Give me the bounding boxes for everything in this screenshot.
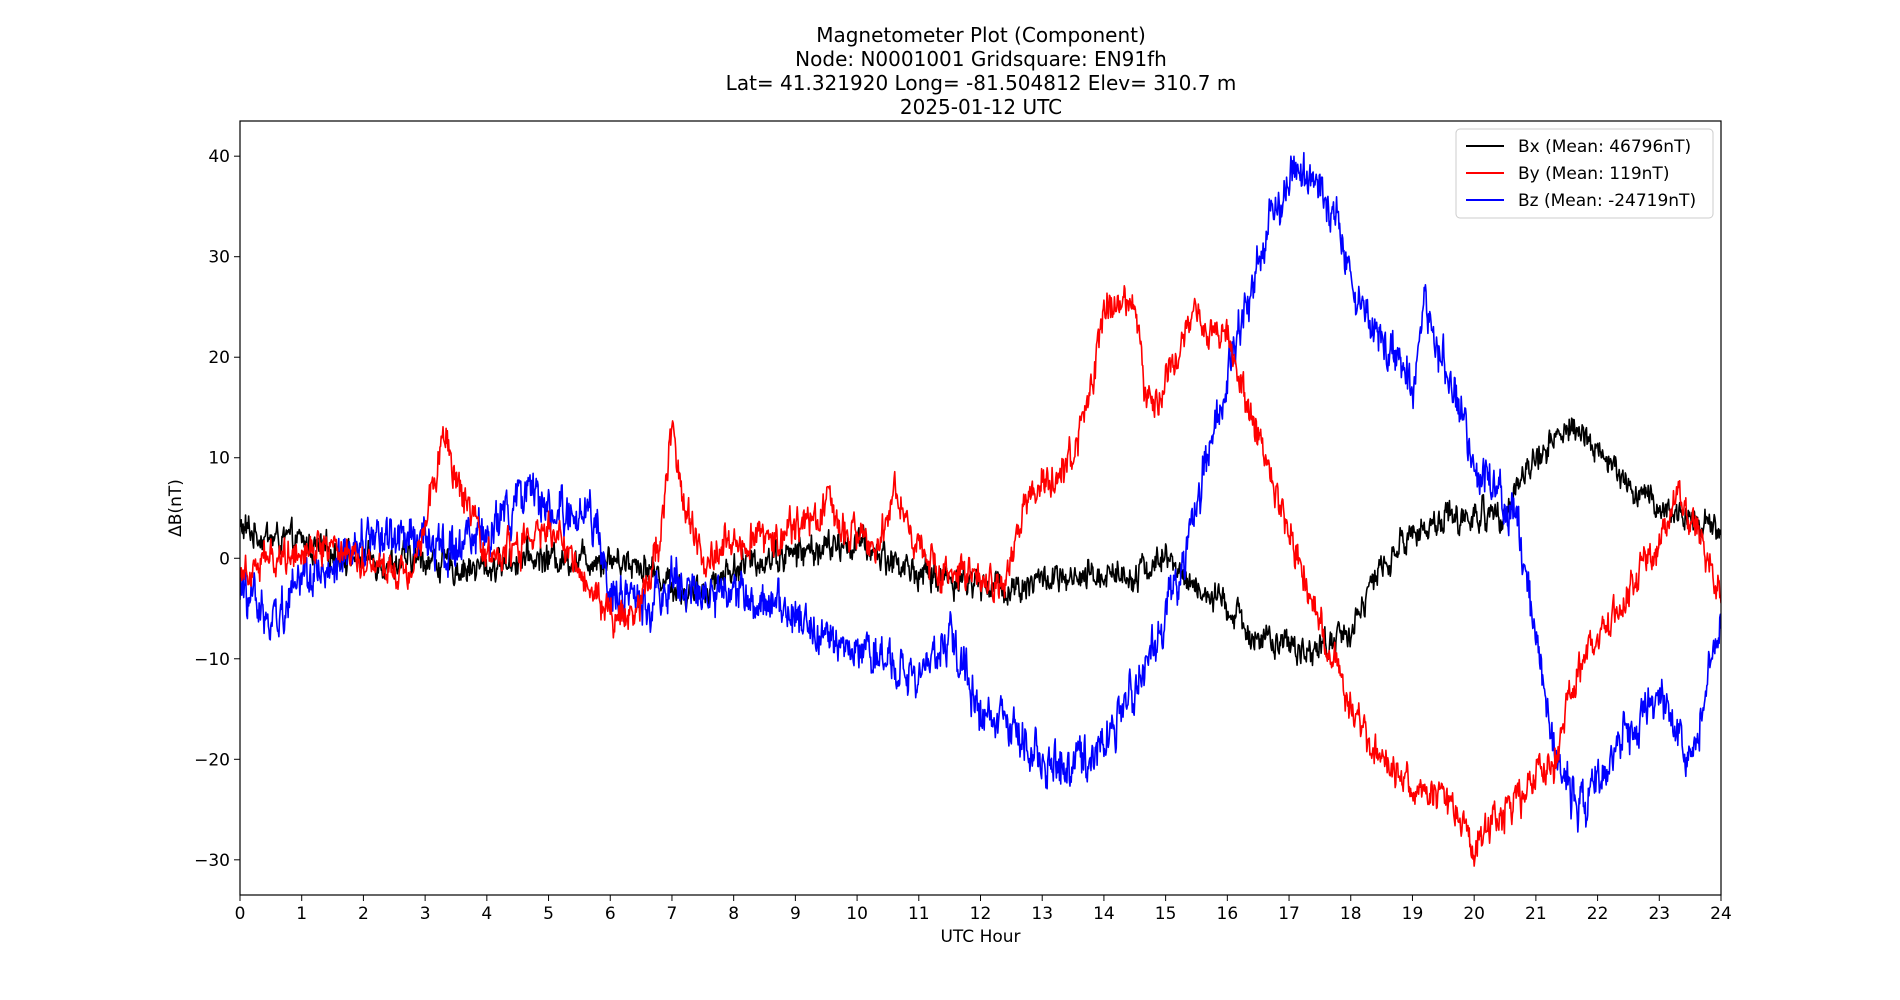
x-tick-label: 6 <box>605 904 616 924</box>
x-axis: 0 1 2 3 4 5 6 7 8 9 10 11 12 13 14 15 16 17 18 19 20 21 22 23 24 <box>235 895 1732 924</box>
x-axis-label: UTC Hour <box>940 927 1020 947</box>
y-axis-label: ΔB(nT) <box>166 479 186 537</box>
plot-frame <box>239 120 1722 896</box>
x-tick-label: 10 <box>846 904 868 924</box>
legend-label-bx: Bx (Mean: 46796nT) <box>1518 137 1691 157</box>
x-tick-label: 23 <box>1648 904 1670 924</box>
chart-title: Magnetometer Plot (Component) Node: N000… <box>726 23 1237 119</box>
x-tick-label: 9 <box>790 904 801 924</box>
x-tick-label: 2 <box>358 904 369 924</box>
x-tick-label: 1 <box>296 904 307 924</box>
y-tick-label: 0 <box>219 549 230 569</box>
legend: Bx (Mean: 46796nT) By (Mean: 119nT) Bz (Me… <box>1455 128 1714 219</box>
y-tick-label: −20 <box>194 750 230 770</box>
x-tick-label: 17 <box>1278 904 1300 924</box>
x-tick-label: 13 <box>1031 904 1053 924</box>
x-tick-label: 0 <box>235 904 246 924</box>
x-tick-label: 20 <box>1463 904 1485 924</box>
y-tick-label: 30 <box>208 248 230 268</box>
title-line-4: 2025-01-12 UTC <box>900 95 1062 119</box>
x-tick-label: 19 <box>1402 904 1424 924</box>
series-line-by <box>240 285 1721 867</box>
title-line-2: Node: N0001001 Gridsquare: EN91fh <box>795 47 1167 71</box>
y-tick-label: 20 <box>208 348 230 368</box>
legend-label-bz: Bz (Mean: -24719nT) <box>1518 191 1696 211</box>
x-tick-label: 5 <box>543 904 554 924</box>
x-tick-label: 21 <box>1525 904 1547 924</box>
y-tick-label: 10 <box>208 449 230 469</box>
x-tick-label: 18 <box>1340 904 1362 924</box>
legend-label-by: By (Mean: 119nT) <box>1518 164 1669 184</box>
x-tick-label: 14 <box>1093 904 1115 924</box>
legend-box <box>1455 128 1714 219</box>
x-tick-label: 7 <box>667 904 678 924</box>
y-axis: −30 −20 −10 0 10 20 30 40 <box>194 147 240 871</box>
x-tick-label: 16 <box>1217 904 1239 924</box>
series-line-bz <box>240 151 1721 833</box>
x-tick-label: 3 <box>420 904 431 924</box>
y-tick-label: −10 <box>194 650 230 670</box>
title-line-3: Lat= 41.321920 Long= -81.504812 Elev= 31… <box>726 71 1237 95</box>
x-tick-label: 15 <box>1155 904 1177 924</box>
y-tick-label: −30 <box>194 851 230 871</box>
y-tick-label: 40 <box>208 147 230 167</box>
x-tick-label: 11 <box>908 904 930 924</box>
x-tick-label: 4 <box>481 904 492 924</box>
x-tick-label: 22 <box>1587 904 1609 924</box>
series-group <box>240 151 1721 867</box>
x-tick-label: 8 <box>728 904 739 924</box>
x-tick-label: 12 <box>970 904 992 924</box>
title-line-1: Magnetometer Plot (Component) <box>816 23 1146 47</box>
x-tick-label: 24 <box>1710 904 1732 924</box>
